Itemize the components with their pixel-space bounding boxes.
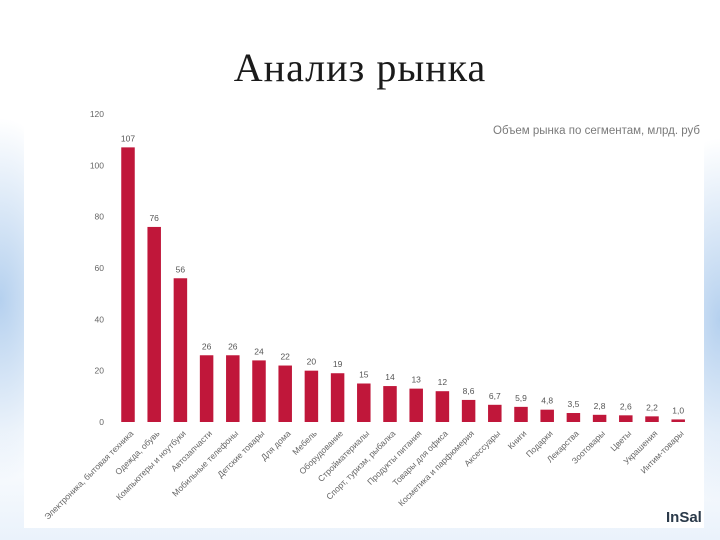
bar <box>173 278 188 422</box>
bar <box>383 386 397 422</box>
chart-panel: Объем рынка по сегментам, млрд. руб 0 20 4… <box>24 106 704 528</box>
data-label: 26 <box>202 341 212 351</box>
bar <box>121 147 135 422</box>
bar <box>357 383 371 422</box>
bar <box>540 409 554 422</box>
data-label: 56 <box>176 264 186 274</box>
data-label: 6,7 <box>489 391 501 401</box>
data-label: 76 <box>149 213 159 223</box>
bar-chart: Объем рынка по сегментам, млрд. руб 0 20 4… <box>42 109 700 522</box>
y-tick-label: 60 <box>95 263 105 273</box>
x-tick-label: Книги <box>506 428 529 451</box>
data-label: 12 <box>438 377 448 387</box>
data-label: 8,6 <box>463 386 475 396</box>
data-label: 13 <box>411 375 421 385</box>
data-label: 2,8 <box>594 401 606 411</box>
data-label: 14 <box>385 372 395 382</box>
data-label: 5,9 <box>515 393 527 403</box>
bar <box>304 370 319 422</box>
data-label: 2,6 <box>620 401 632 411</box>
bar <box>592 414 607 422</box>
bar <box>330 373 345 422</box>
bar <box>252 360 266 422</box>
bar <box>226 355 240 422</box>
bar <box>409 388 423 422</box>
data-label: 1,0 <box>672 405 684 415</box>
bar <box>671 419 685 422</box>
bar <box>488 404 502 422</box>
bar <box>619 415 633 422</box>
bar <box>566 413 581 422</box>
data-label: 26 <box>228 341 238 351</box>
data-label: 107 <box>121 133 135 143</box>
bar <box>199 355 214 422</box>
bar <box>435 391 450 422</box>
bar <box>278 365 292 422</box>
data-label: 2,2 <box>646 402 658 412</box>
bar <box>461 399 476 422</box>
data-label: 3,5 <box>567 399 579 409</box>
data-label: 20 <box>307 357 317 367</box>
y-tick-label: 120 <box>90 109 104 119</box>
x-tick-label: Цветы <box>608 428 633 453</box>
bar <box>147 226 161 422</box>
y-tick-label: 80 <box>95 212 105 222</box>
bar <box>514 406 528 422</box>
data-label: 19 <box>333 359 343 369</box>
chart-title: Объем рынка по сегментам, млрд. руб <box>493 125 700 137</box>
data-label: 15 <box>359 370 369 380</box>
data-label: 4,8 <box>541 396 553 406</box>
bar <box>645 416 659 422</box>
y-tick-label: 40 <box>95 314 105 324</box>
data-label: 24 <box>254 346 264 356</box>
slide-title: Анализ рынка <box>233 45 487 90</box>
y-tick-label: 100 <box>90 160 104 170</box>
y-tick-label: 0 <box>99 417 104 427</box>
data-label: 22 <box>280 352 290 362</box>
insales-logo: InSal <box>666 509 702 526</box>
y-tick-label: 20 <box>95 366 105 376</box>
